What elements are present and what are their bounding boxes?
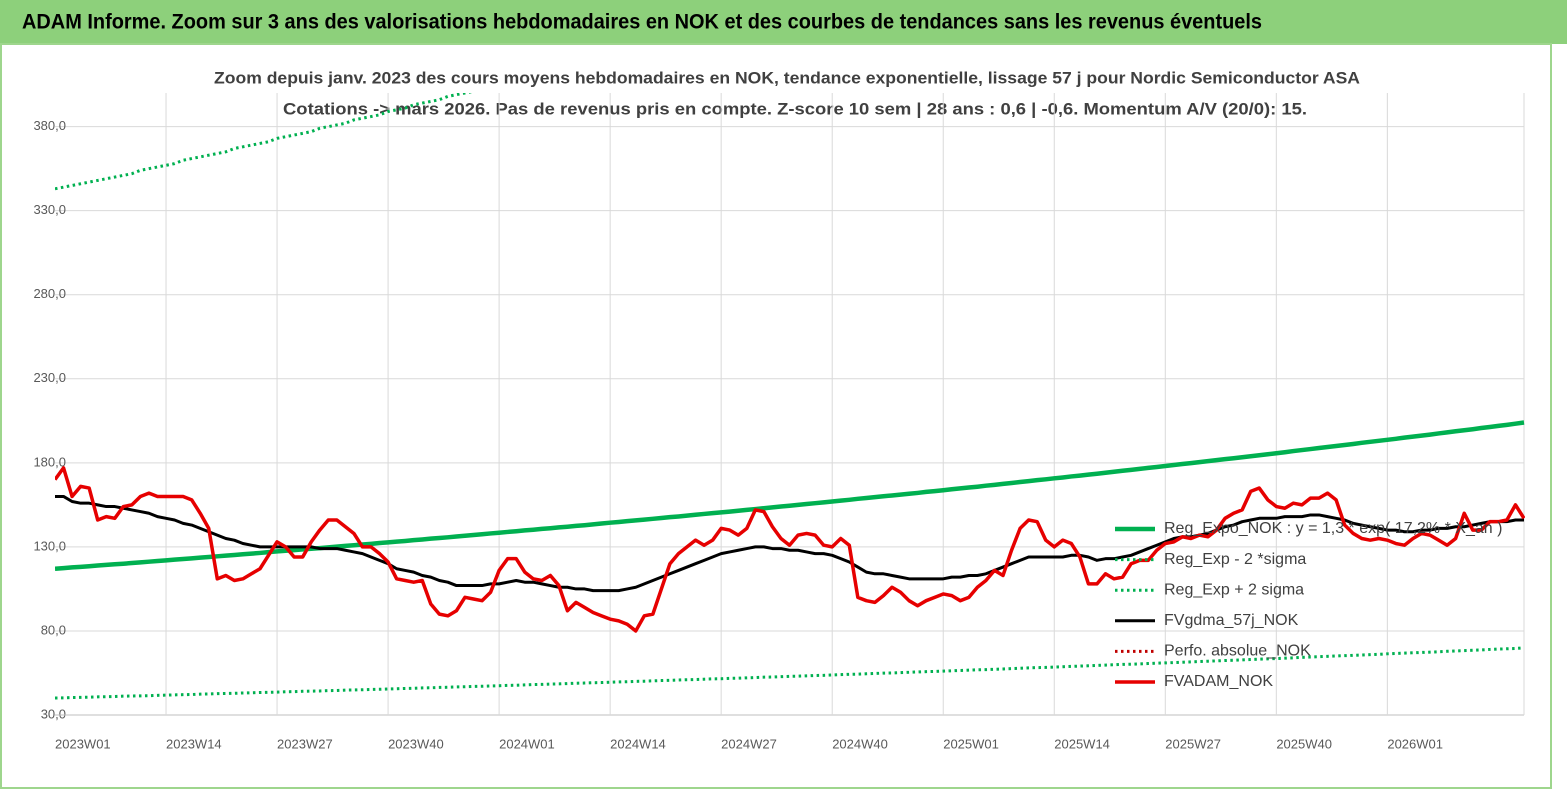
- chart-frame: [0, 43, 1552, 789]
- x-tick-label: 2025W14: [1054, 736, 1110, 751]
- legend-label: FVADAM_NOK: [1164, 673, 1273, 690]
- legend: Reg_Expo_NOK : y = 1,3 * exp( 17,2% * X_…: [1115, 520, 1502, 690]
- x-tick-label: 2025W27: [1165, 736, 1221, 751]
- x-tick-label: 2024W14: [610, 736, 666, 751]
- x-tick-label: 2025W01: [943, 736, 999, 751]
- x-tick-label: 2024W01: [499, 736, 555, 751]
- y-tick-label: 80,0: [41, 622, 66, 637]
- legend-label: FVgdma_57j_NOK: [1164, 612, 1299, 629]
- x-tick-label: 2024W27: [721, 736, 777, 751]
- y-tick-label: 230,0: [33, 370, 66, 385]
- x-tick-label: 2023W40: [388, 736, 444, 751]
- y-tick-label: 280,0: [33, 286, 66, 301]
- plot-area: [55, 93, 1525, 700]
- chart-subtitle: Cotations -> mars 2026. Pas de revenus p…: [283, 99, 1307, 118]
- y-tick-label: 130,0: [33, 538, 66, 553]
- y-tick-label: 30,0: [41, 706, 66, 721]
- series-line: [55, 646, 1525, 700]
- legend-label: Reg_Exp + 2 sigma: [1164, 581, 1304, 598]
- y-tick-label: 180,0: [33, 454, 66, 469]
- page-title: ADAM Informe. Zoom sur 3 ans des valoris…: [22, 11, 1262, 34]
- legend-label: Reg_Expo_NOK : y = 1,3 * exp( 17,2% * X_…: [1164, 520, 1502, 537]
- x-tick-label: 2024W40: [832, 736, 888, 751]
- chart-subtitle: Zoom depuis janv. 2023 des cours moyens …: [214, 68, 1360, 87]
- y-tick-label: 330,0: [33, 202, 66, 217]
- y-tick-label: 380,0: [33, 118, 66, 133]
- x-tick-label: 2025W40: [1276, 736, 1332, 751]
- header-band: [0, 0, 1567, 44]
- legend-label: Perfo. absolue_NOK: [1164, 643, 1311, 660]
- series-line: [55, 420, 1525, 571]
- series-line: [55, 466, 1525, 633]
- x-tick-label: 2023W14: [166, 736, 222, 751]
- x-tick-label: 2023W27: [277, 736, 333, 751]
- series-line: [55, 494, 1524, 593]
- x-tick-label: 2026W01: [1387, 736, 1443, 751]
- x-tick-label: 2023W01: [55, 736, 111, 751]
- legend-label: Reg_Exp - 2 *sigma: [1164, 551, 1306, 568]
